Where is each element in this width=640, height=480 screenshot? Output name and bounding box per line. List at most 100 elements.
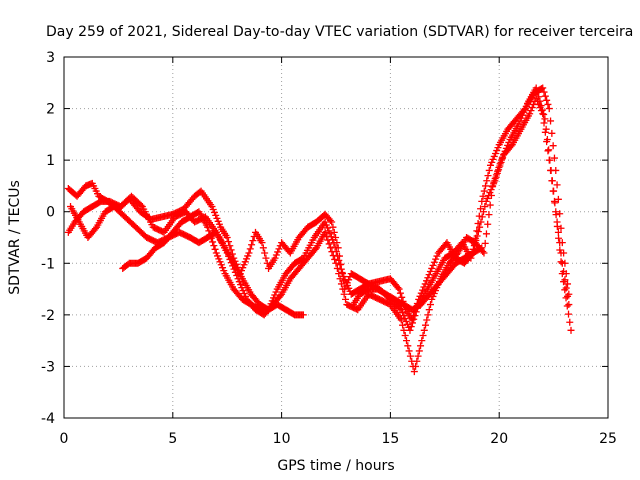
- data-point: [567, 326, 575, 334]
- y-tick-label: -2: [41, 308, 55, 324]
- data-point: [562, 284, 570, 292]
- data-point: [330, 239, 338, 247]
- data-point: [553, 181, 561, 189]
- data-point: [223, 249, 231, 257]
- data-point: [484, 220, 492, 228]
- y-tick-label: -4: [41, 411, 55, 427]
- data-point: [398, 293, 406, 301]
- data-point: [485, 166, 493, 174]
- data-point: [453, 250, 461, 258]
- data-point: [468, 250, 476, 258]
- x-tick-label: 15: [381, 431, 399, 447]
- data-point: [406, 352, 414, 360]
- data-point: [541, 115, 549, 123]
- data-point: [329, 223, 337, 231]
- data-point: [480, 187, 488, 195]
- data-point: [540, 88, 548, 96]
- y-tick-label: 2: [46, 102, 55, 118]
- x-tick-label: 10: [273, 431, 291, 447]
- data-point: [545, 146, 553, 154]
- data-point: [229, 262, 237, 270]
- data-point: [495, 164, 503, 172]
- data-point: [423, 277, 431, 285]
- data-point: [494, 167, 502, 175]
- data-point: [476, 223, 484, 231]
- data-point: [539, 84, 547, 92]
- data-point: [558, 239, 566, 247]
- data-point: [412, 362, 420, 370]
- data-point: [226, 255, 234, 263]
- data-point: [329, 252, 337, 260]
- data-point: [327, 244, 335, 252]
- data-point: [404, 342, 412, 350]
- data-point: [563, 302, 571, 310]
- data-point: [322, 232, 330, 240]
- data-point: [332, 259, 340, 267]
- data-point: [262, 254, 270, 262]
- data-point: [560, 249, 568, 257]
- data-point: [564, 280, 572, 288]
- data-point: [544, 147, 552, 155]
- data-point: [342, 295, 350, 303]
- data-point: [321, 228, 329, 236]
- data-point: [209, 238, 217, 246]
- data-point: [259, 244, 267, 252]
- data-point: [551, 199, 559, 207]
- data-point: [429, 261, 437, 269]
- data-point: [413, 357, 421, 365]
- data-point: [487, 192, 495, 200]
- data-point: [528, 104, 536, 112]
- data-point: [426, 268, 434, 276]
- plot-frame: [63, 56, 609, 419]
- data-point: [331, 255, 339, 263]
- data-point: [226, 242, 234, 250]
- data-point: [552, 211, 560, 219]
- data-point: [227, 259, 235, 267]
- data-point: [546, 156, 554, 164]
- data-point: [418, 337, 426, 345]
- data-point: [91, 225, 99, 233]
- data-point: [548, 129, 556, 137]
- data-point: [480, 249, 488, 257]
- data-point: [396, 289, 404, 297]
- data-point: [555, 234, 563, 242]
- y-tick-label: 3: [46, 50, 55, 66]
- x-axis-label: GPS time / hours: [277, 458, 394, 474]
- data-point: [556, 210, 564, 218]
- data-point: [433, 252, 441, 260]
- data-point: [565, 290, 573, 298]
- data-point: [561, 286, 569, 294]
- data-point: [233, 272, 241, 280]
- data-point: [550, 154, 558, 162]
- data-point: [556, 246, 564, 254]
- data-point: [410, 368, 418, 376]
- data-point: [331, 243, 339, 251]
- data-point: [299, 311, 307, 319]
- data-point: [536, 97, 544, 105]
- data-point: [423, 316, 431, 324]
- y-tick-label: -1: [41, 256, 55, 272]
- data-point: [417, 342, 425, 350]
- data-point: [527, 107, 535, 115]
- data-point: [560, 278, 568, 286]
- data-point: [337, 265, 345, 273]
- data-point: [411, 312, 419, 320]
- data-point: [483, 177, 491, 185]
- y-tick-label: -3: [41, 359, 55, 375]
- data-points: [64, 84, 575, 376]
- data-point: [545, 105, 553, 113]
- data-point: [333, 264, 341, 272]
- data-point: [261, 249, 269, 257]
- data-point: [272, 251, 280, 259]
- data-point: [489, 182, 497, 190]
- data-point: [275, 245, 283, 253]
- data-point: [394, 284, 402, 292]
- data-point: [557, 258, 565, 266]
- data-point: [405, 347, 413, 355]
- data-point: [401, 331, 409, 339]
- data-point: [548, 177, 556, 185]
- data-point: [566, 318, 574, 326]
- data-point: [225, 238, 233, 246]
- data-point: [549, 142, 557, 150]
- series-track-e: [349, 84, 573, 314]
